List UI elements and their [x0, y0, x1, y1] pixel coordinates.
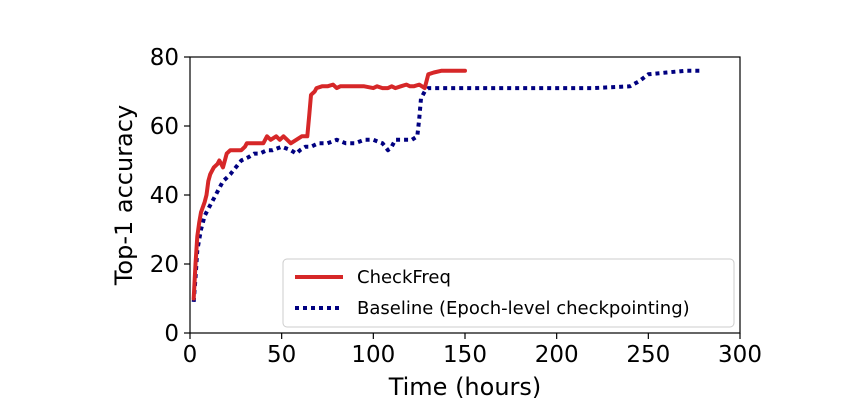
y-tick-label: 80 — [150, 45, 179, 71]
y-tick-label: 20 — [150, 252, 179, 278]
series-line-baseline — [191, 68, 704, 303]
x-tick-label: 50 — [267, 342, 296, 368]
y-tick-label: 40 — [150, 183, 179, 209]
x-tick-label: 100 — [351, 342, 395, 368]
x-tick-label: 0 — [183, 342, 198, 368]
series-line-checkfreq — [191, 68, 467, 301]
x-tick-label: 200 — [535, 342, 579, 368]
y-tick-label: 0 — [164, 321, 179, 347]
legend-box — [282, 258, 735, 328]
y-tick-label: 60 — [150, 114, 179, 140]
x-tick-label: 150 — [443, 342, 487, 368]
legend-label: Baseline (Epoch-level checkpointing) — [357, 298, 690, 319]
y-axis-ticks: 0 20 40 60 80 — [150, 45, 190, 347]
x-axis-ticks: 0 50 100 150 200 250 300 — [183, 333, 762, 368]
x-axis-title: Time (hours) — [388, 373, 542, 401]
legend-label: CheckFreq — [357, 267, 451, 288]
x-tick-label: 300 — [718, 342, 762, 368]
x-tick-label: 250 — [626, 342, 670, 368]
series-layer — [191, 68, 704, 303]
legend: CheckFreq Baseline (Epoch-level checkpoin… — [282, 258, 735, 328]
y-axis-title: Top-1 accuracy — [110, 105, 138, 286]
